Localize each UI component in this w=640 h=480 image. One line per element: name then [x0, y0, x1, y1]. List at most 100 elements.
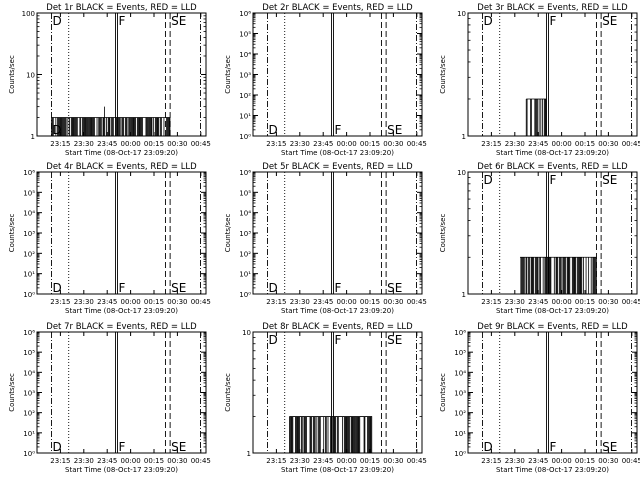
x-tick-label: 00:45 [622, 298, 640, 306]
y-axis-label: Counts/sec [8, 55, 16, 94]
y-tick-label: 10⁴ [454, 369, 466, 377]
x-tick-label: 23:15 [481, 457, 501, 465]
marker-label: D [269, 333, 278, 347]
x-tick-label: 23:30 [505, 298, 525, 306]
y-tick-label: 10² [239, 250, 251, 258]
x-tick-label: 00:15 [575, 457, 595, 465]
det-9r-panel: Det 9r BLACK = Events, RED = LLD D F SE 10⁰ 1… [439, 322, 640, 474]
x-tick-label: 00:00 [121, 457, 141, 465]
x-tick-label: 00:15 [575, 298, 595, 306]
y-axis-label: Counts/sec [224, 55, 232, 94]
panel-title: Det 6r BLACK = Events, RED = LLD [477, 162, 628, 172]
x-tick-label: 23:45 [313, 298, 333, 306]
y-tick-label: 10⁴ [239, 51, 251, 59]
marker-label: F [335, 123, 342, 137]
y-tick-label: 10⁴ [23, 210, 35, 218]
x-axis-label: Start Time (08-Oct-17 23:09:20) [65, 307, 178, 315]
marker-label: D [53, 14, 62, 28]
x-axis-label: Start Time (08-Oct-17 23:09:20) [281, 307, 394, 315]
marker-label: F [550, 14, 557, 28]
y-axis-label: Counts/sec [439, 214, 447, 253]
marker-label: SE [602, 440, 617, 454]
y-tick-label: 10³ [23, 230, 35, 238]
y-tick-label: 10⁰ [239, 133, 251, 141]
y-tick-label: 10⁶ [454, 329, 466, 337]
x-tick-label: 00:30 [383, 457, 403, 465]
y-tick-label: 1 [462, 291, 466, 299]
plot-frame [36, 171, 207, 295]
x-tick-label: 00:15 [360, 140, 380, 148]
plot-frame [467, 331, 638, 454]
y-tick-label: 10¹ [239, 113, 251, 121]
marker-label: D [484, 173, 493, 187]
marker-label: F [119, 14, 126, 28]
y-tick-label: 10 [457, 10, 466, 18]
x-tick-label: 00:45 [407, 140, 427, 148]
marker-label: F [119, 440, 126, 454]
det-2r-panel: Det 2r BLACK = Events, RED = LLD D F SE 10⁰ 1… [224, 3, 427, 157]
y-tick-label: 10⁵ [239, 189, 251, 197]
panel-title: Det 5r BLACK = Events, RED = LLD [262, 162, 413, 172]
y-tick-label: 10³ [239, 230, 251, 238]
x-tick-label: 00:45 [191, 140, 211, 148]
marker-label: D [484, 440, 493, 454]
x-tick-label: 23:15 [481, 140, 501, 148]
y-tick-label: 10¹ [454, 430, 466, 438]
x-tick-label: 00:30 [598, 140, 618, 148]
x-tick-label: 00:30 [383, 140, 403, 148]
y-tick-label: 10³ [23, 390, 35, 398]
x-tick-label: 00:30 [598, 457, 618, 465]
panel-title: Det 3r BLACK = Events, RED = LLD [477, 3, 628, 13]
y-tick-label: 10⁴ [239, 210, 251, 218]
x-tick-label: 23:15 [266, 457, 286, 465]
events-trace [525, 98, 547, 136]
y-tick-label: 1 [247, 450, 251, 458]
y-axis-label: Counts/sec [439, 55, 447, 94]
x-tick-label: 00:30 [167, 140, 187, 148]
x-tick-label: 00:45 [407, 298, 427, 306]
panel-title: Det 7r BLACK = Events, RED = LLD [46, 322, 197, 332]
y-tick-label: 10⁰ [23, 291, 35, 299]
y-tick-label: 10⁰ [454, 450, 466, 458]
x-tick-label: 23:30 [290, 140, 310, 148]
plot-frame [467, 12, 638, 137]
y-tick-label: 10² [23, 410, 35, 418]
x-tick-label: 00:00 [337, 298, 357, 306]
plot-frame [252, 331, 423, 454]
panel-title: Det 8r BLACK = Events, RED = LLD [262, 322, 413, 332]
x-tick-label: 23:30 [74, 140, 94, 148]
x-tick-label: 23:45 [97, 140, 117, 148]
x-tick-label: 00:00 [121, 140, 141, 148]
marker-label: SE [171, 14, 186, 28]
y-axis-label: Counts/sec [8, 373, 16, 412]
y-tick-label: 10² [454, 410, 466, 418]
x-axis-label: Start Time (08-Oct-17 23:09:20) [281, 466, 394, 474]
y-axis-label: Counts/sec [224, 373, 232, 412]
x-tick-label: 23:30 [290, 457, 310, 465]
x-tick-label: 23:45 [313, 140, 333, 148]
x-tick-label: 23:45 [97, 457, 117, 465]
y-axis-label: Counts/sec [8, 214, 16, 253]
x-tick-label: 00:45 [191, 457, 211, 465]
y-tick-label: 10³ [454, 390, 466, 398]
y-tick-label: 10⁶ [23, 169, 35, 177]
marker-label: SE [171, 281, 186, 295]
marker-label: SE [387, 123, 402, 137]
x-tick-label: 23:30 [505, 457, 525, 465]
y-tick-label: 1 [31, 133, 35, 141]
x-tick-label: 00:00 [552, 140, 572, 148]
events-trace [288, 416, 373, 453]
marker-label: D [53, 281, 62, 295]
y-tick-label: 10¹ [23, 271, 35, 279]
y-tick-label: 10⁴ [23, 369, 35, 377]
x-tick-label: 23:15 [266, 140, 286, 148]
y-tick-label: 10¹ [239, 271, 251, 279]
panel-title: Det 2r BLACK = Events, RED = LLD [262, 3, 413, 13]
x-tick-label: 00:15 [360, 298, 380, 306]
events-trace [519, 256, 597, 294]
y-tick-label: 10⁵ [239, 31, 251, 39]
marker-label: F [335, 333, 342, 347]
x-tick-label: 00:00 [552, 457, 572, 465]
